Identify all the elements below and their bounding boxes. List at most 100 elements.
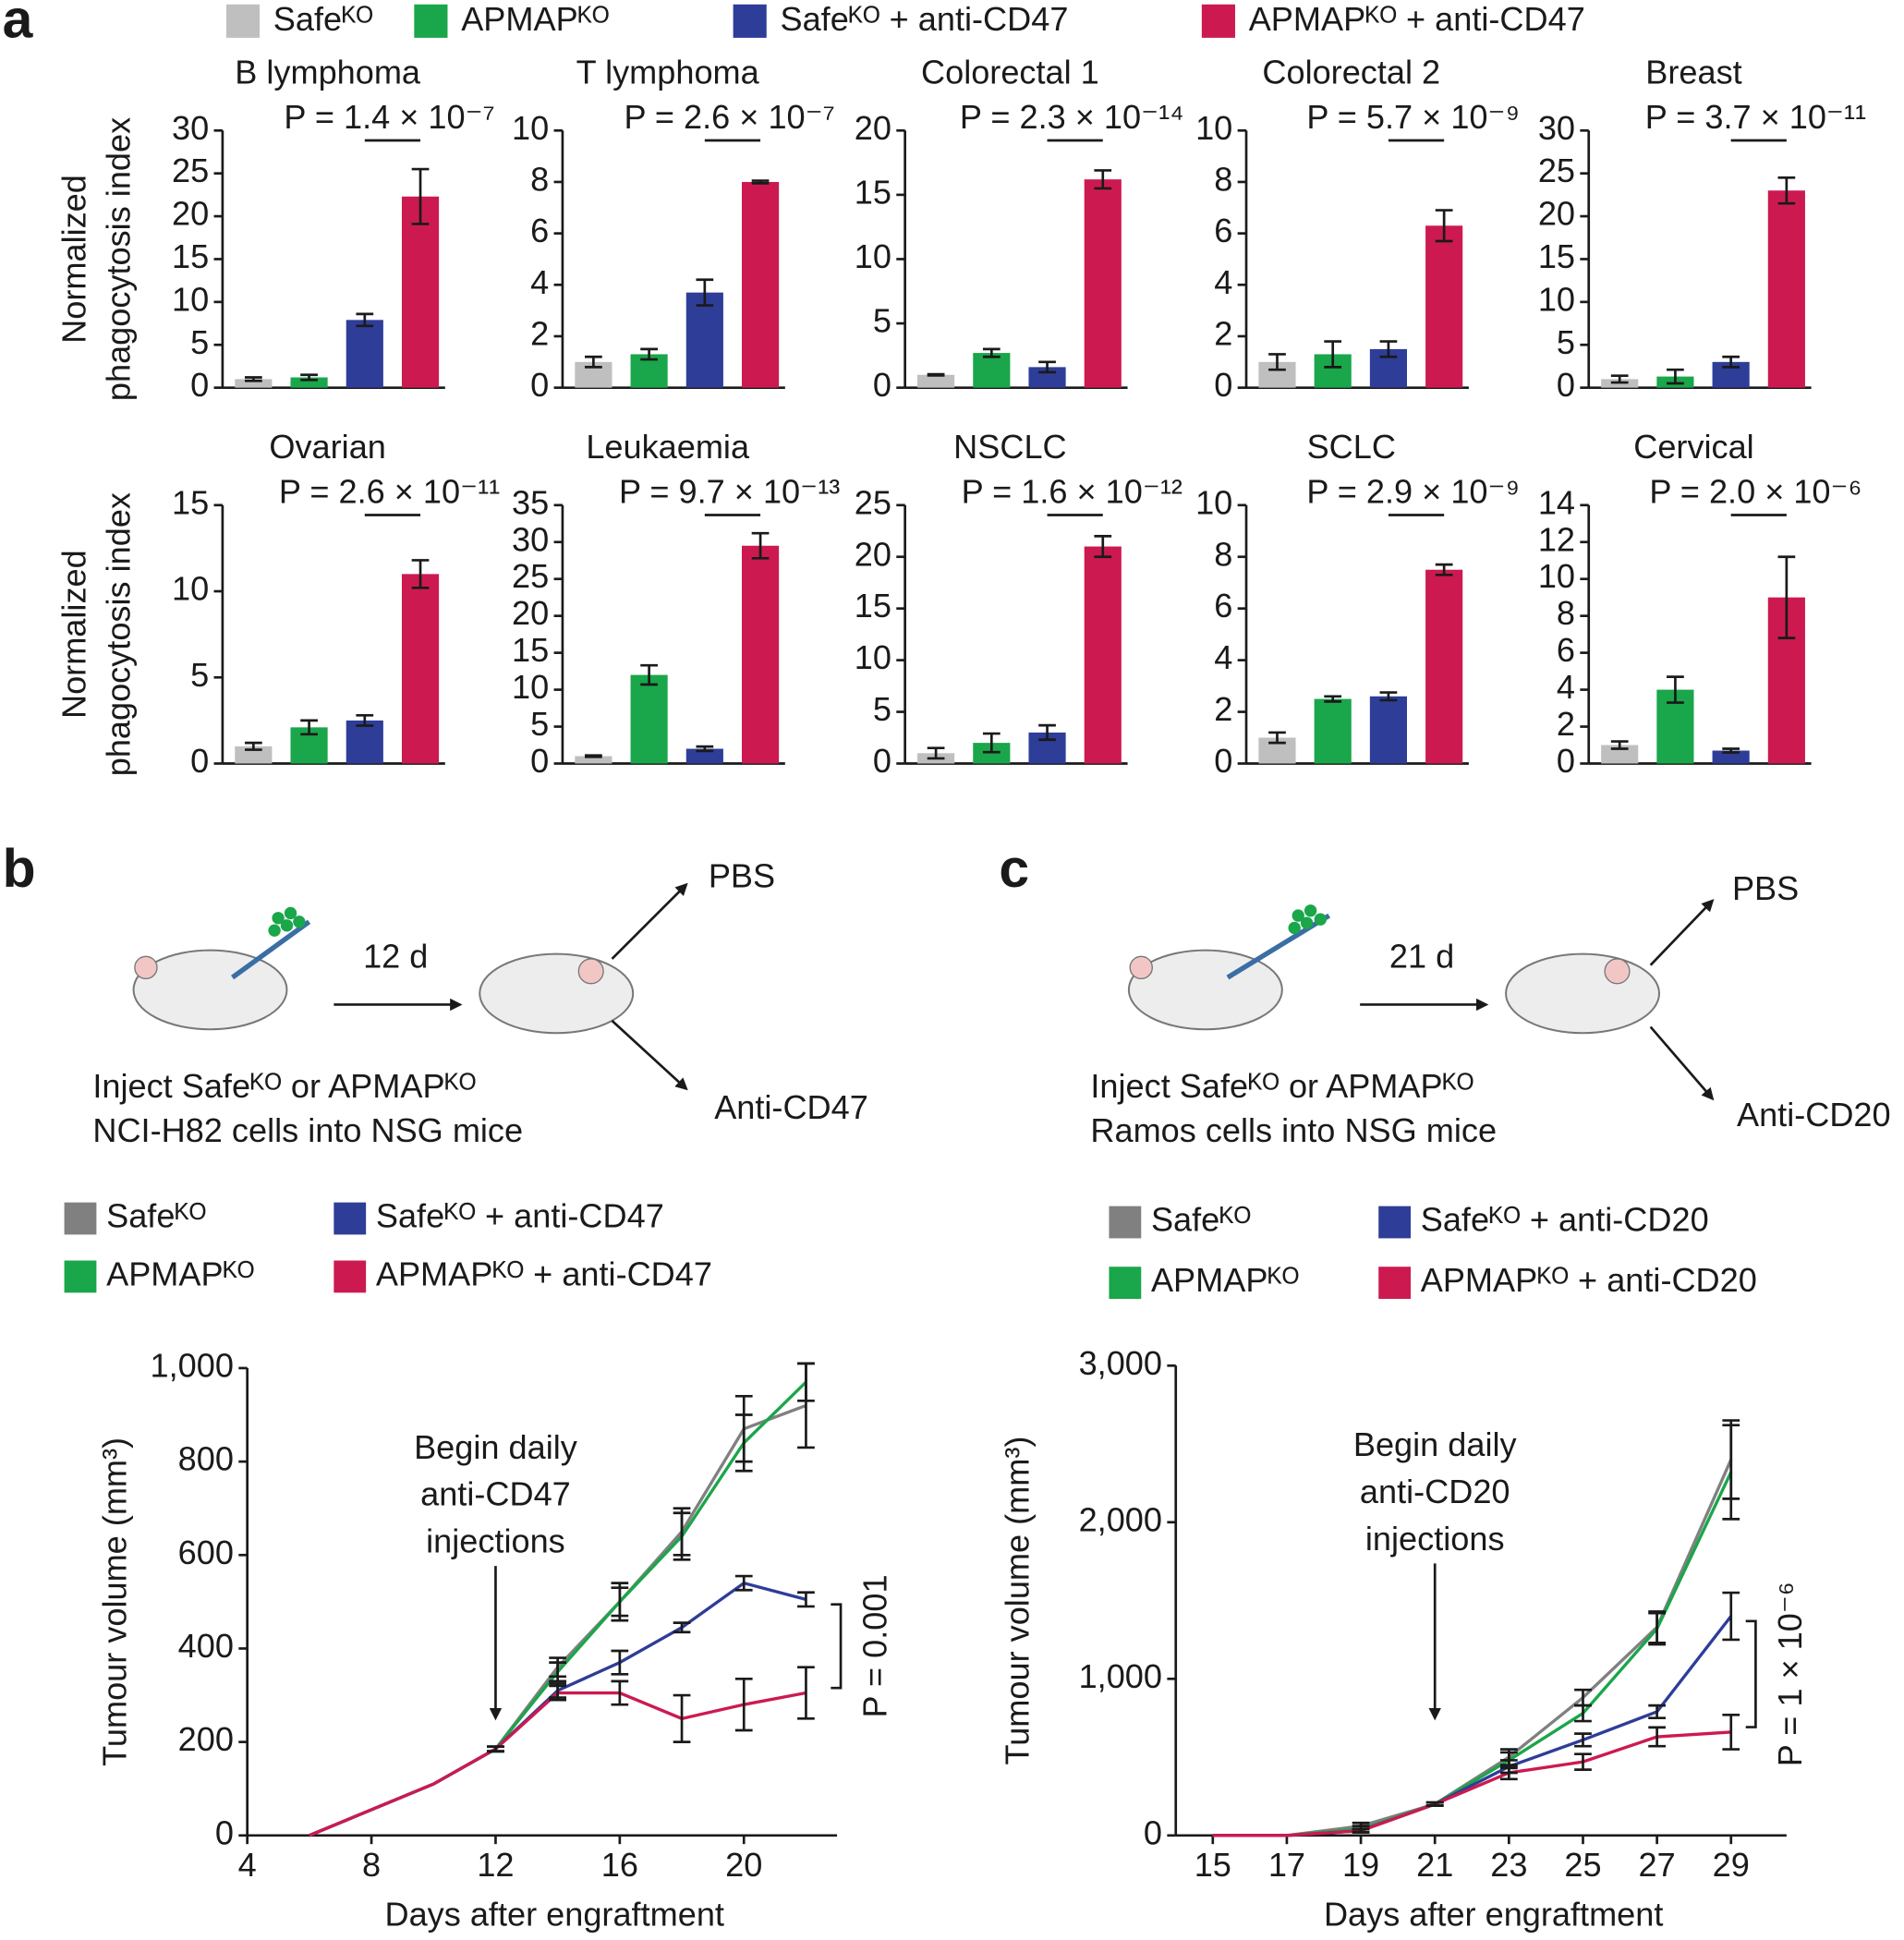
y-tick-label: 800 <box>178 1440 234 1478</box>
arm-label: Anti-CD47 <box>714 1088 868 1126</box>
chart-title: B lymphoma <box>235 54 421 91</box>
y-tick-label: 4 <box>1214 638 1232 676</box>
annotation: injections <box>426 1522 565 1560</box>
chart-title: T lymphoma <box>576 54 760 91</box>
y-tick-label: 12 <box>1538 520 1575 558</box>
bar <box>1601 745 1639 764</box>
annotation: Begin daily <box>414 1428 577 1466</box>
y-tick-label: 6 <box>530 212 549 249</box>
mouse-ear <box>134 955 158 980</box>
y-tick-label: 0 <box>1214 742 1232 780</box>
legend-label: APMAPᴷᴼ <box>1151 1261 1299 1299</box>
y-tick-label: 1,000 <box>1079 1657 1162 1695</box>
x-tick-label: 23 <box>1490 1846 1527 1884</box>
legend-label: Safeᴷᴼ + anti-CD47 <box>780 0 1068 38</box>
y-tick-label: 3,000 <box>1079 1344 1162 1382</box>
caption: Inject Safeᴷᴼ or APMAPᴷᴼ <box>92 1067 476 1105</box>
y-tick-label: 5 <box>873 690 891 728</box>
y-tick-label: 20 <box>1538 195 1575 233</box>
bar <box>1425 569 1463 764</box>
y-tick-label: 10 <box>855 638 891 676</box>
x-tick-label: 21 <box>1416 1846 1453 1884</box>
legend-label: Safeᴷᴼ <box>273 0 373 38</box>
y-tick-label: 6 <box>1214 212 1232 249</box>
interval: 21 d <box>1389 938 1454 976</box>
arm-label: PBS <box>1732 869 1799 907</box>
legend-label: APMAPᴷᴼ + anti-CD47 <box>1249 0 1585 38</box>
y-tick-label: 2 <box>1214 315 1232 353</box>
x-tick-label: 19 <box>1342 1846 1379 1884</box>
y-tick-label: 10 <box>172 570 209 608</box>
bar <box>741 545 780 764</box>
annotation: Begin daily <box>1353 1425 1517 1463</box>
y-tick-label: 20 <box>855 109 891 147</box>
series-line <box>1212 1459 1733 1837</box>
y-tick-label: 10 <box>855 237 891 275</box>
p-value: P = 2.3 × 10⁻¹⁴ <box>960 98 1184 136</box>
p-value: P = 1.6 × 10⁻¹² <box>962 472 1182 510</box>
legend-swatch <box>1378 1267 1412 1299</box>
p-value: P = 1.4 × 10⁻⁷ <box>284 98 494 136</box>
chart-title: Colorectal 1 <box>921 54 1099 91</box>
y-tick-label: 0 <box>1144 1813 1162 1851</box>
x-tick-label: 29 <box>1713 1846 1750 1884</box>
legend-label: Safeᴷᴼ + anti-CD47 <box>376 1197 664 1235</box>
y-tick-label: 0 <box>1214 366 1232 404</box>
y-tick-label: 400 <box>178 1627 234 1665</box>
x-tick-label: 8 <box>362 1846 381 1884</box>
legend-label: APMAPᴷᴼ <box>106 1255 254 1292</box>
legend-swatch <box>334 1202 367 1235</box>
arrow <box>1649 1025 1715 1101</box>
bar <box>973 353 1011 388</box>
legend-swatch <box>1378 1206 1412 1239</box>
y-tick-label: 2,000 <box>1079 1500 1162 1538</box>
y-tick-label: 25 <box>1538 152 1575 189</box>
y-tick-label: 25 <box>512 557 549 595</box>
bar <box>741 181 780 388</box>
y-tick-label: 0 <box>530 366 549 404</box>
y-tick-label: 4 <box>530 263 549 301</box>
y-axis-label: phagocytosis index <box>100 492 138 776</box>
arrow <box>1649 899 1715 966</box>
y-tick-label: 6 <box>1214 587 1232 624</box>
caption: Ramos cells into NSG mice <box>1090 1111 1497 1149</box>
chart-title: SCLC <box>1307 428 1396 466</box>
legend-swatch <box>64 1202 97 1235</box>
y-tick-label: 35 <box>512 483 549 521</box>
mouse-ear <box>1604 958 1631 985</box>
bar <box>685 748 723 764</box>
x-tick-label: 15 <box>1195 1846 1231 1884</box>
p-value: P = 3.7 × 10⁻¹¹ <box>1645 98 1866 136</box>
y-tick-label: 10 <box>1195 483 1232 521</box>
p-value: P = 2.0 × 10⁻⁶ <box>1649 472 1862 510</box>
legend-swatch <box>1109 1206 1142 1239</box>
panel-label: a <box>3 0 34 49</box>
bar <box>1767 190 1805 388</box>
y-tick-label: 30 <box>1538 109 1575 147</box>
y-tick-label: 15 <box>172 483 209 521</box>
x-tick-label: 17 <box>1268 1846 1305 1884</box>
x-tick-label: 12 <box>477 1846 514 1884</box>
mouse-ear <box>1129 955 1153 980</box>
annotation: injections <box>1365 1520 1505 1558</box>
panel-label: c <box>999 839 1029 899</box>
cells <box>1288 904 1328 935</box>
y-tick-label: 5 <box>873 302 891 340</box>
y-tick-label: 8 <box>1214 535 1232 573</box>
bar <box>1084 179 1122 388</box>
legend-swatch <box>1109 1267 1142 1299</box>
y-tick-label: 5 <box>530 705 549 743</box>
y-tick-label: 0 <box>1557 366 1575 404</box>
y-tick-label: 25 <box>855 483 891 521</box>
y-tick-label: 8 <box>1557 594 1575 632</box>
legend-swatch <box>414 4 448 38</box>
arm-label: Anti-CD20 <box>1737 1096 1891 1134</box>
mouse <box>1127 949 1283 1031</box>
caption: NCI-H82 cells into NSG mice <box>92 1111 523 1149</box>
p-value: P = 1 × 10⁻⁶ <box>1771 1582 1809 1766</box>
mouse <box>479 952 635 1035</box>
legend-swatch <box>1201 4 1235 38</box>
y-tick-label: 5 <box>190 323 209 361</box>
mouse <box>1505 952 1661 1035</box>
